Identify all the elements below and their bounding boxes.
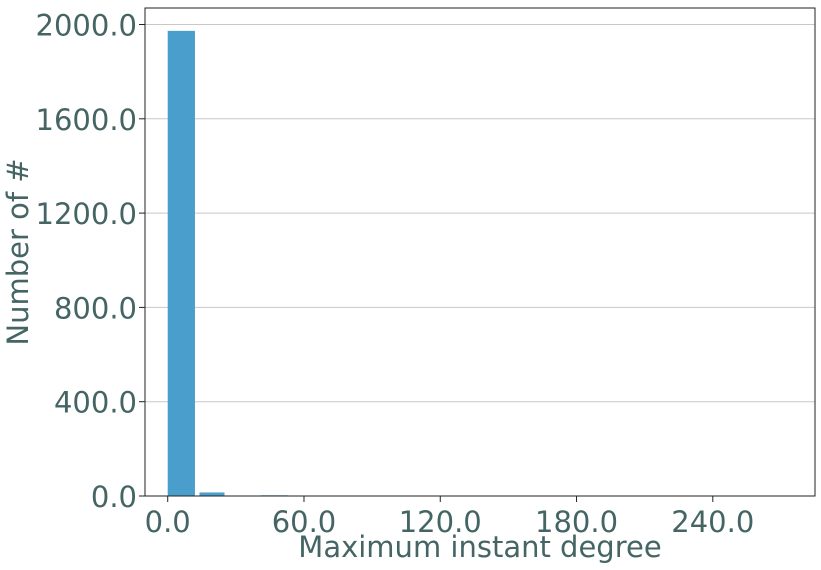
y-tick-label: 1600.0 — [36, 103, 137, 137]
x-tick-label: 60.0 — [272, 505, 337, 539]
bars — [167, 30, 507, 496]
bar — [199, 492, 225, 496]
y-axis-ticks: 0.0 400.0 800.0 1200.0 1600.0 2000.0 — [36, 9, 145, 514]
y-axis-title: Number of # — [1, 158, 35, 345]
x-axis-ticks: 0.0 60.0 120.0 180.0 240.0 — [145, 496, 754, 539]
x-tick-label: 240.0 — [671, 505, 754, 539]
x-tick-label: 180.0 — [535, 505, 618, 539]
x-axis-title: Maximum instant degree — [298, 530, 661, 564]
plot-frame — [144, 7, 816, 497]
x-tick-label: 0.0 — [145, 505, 191, 539]
y-gridlines — [145, 24, 815, 403]
y-tick-label: 0.0 — [91, 480, 137, 514]
bar — [167, 30, 195, 496]
y-tick-label: 400.0 — [54, 386, 137, 420]
x-tick-label: 120.0 — [399, 505, 482, 539]
y-tick-label: 800.0 — [54, 291, 137, 325]
y-tick-label: 1200.0 — [36, 197, 137, 231]
y-tick-label: 2000.0 — [36, 9, 137, 43]
